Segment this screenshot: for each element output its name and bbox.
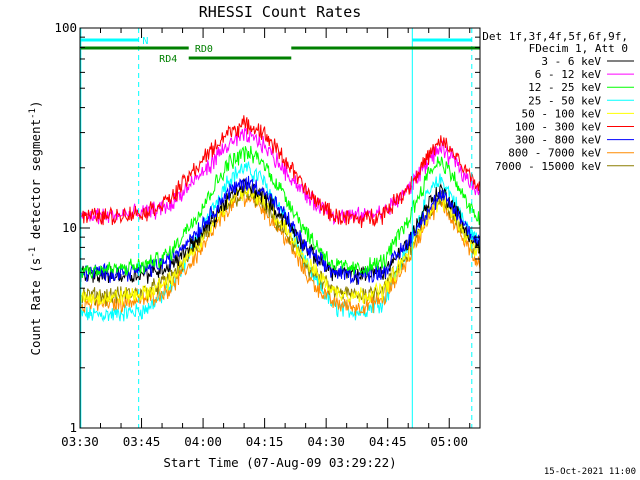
legend-header-line: FDecim 1, Att 0 xyxy=(529,42,628,55)
y-axis-label-exponent: -1 xyxy=(28,108,38,119)
x-tick-label: 03:45 xyxy=(123,434,161,449)
x-axis-ticks: 03:30 03:45 04:00 04:15 04:30 04:45 05:00 xyxy=(61,28,471,449)
series-line xyxy=(79,185,481,307)
series-layer xyxy=(79,115,481,323)
state-label: RD4 xyxy=(159,54,177,65)
series-line xyxy=(79,145,481,280)
legend-entry-label: 800 - 7000 keV xyxy=(508,147,601,160)
series-line xyxy=(79,183,481,306)
series-line xyxy=(79,175,481,285)
legend-entry-label: 3 - 6 keV xyxy=(541,55,601,68)
y-tick-label: 1 xyxy=(69,420,77,435)
state-label: RD0 xyxy=(195,44,213,55)
series-line xyxy=(79,127,481,226)
legend-header-line: Det 1f,3f,4f,5f,6f,9f, xyxy=(482,30,628,43)
x-tick-label: 04:15 xyxy=(246,434,284,449)
x-tick-label: 04:30 xyxy=(307,434,345,449)
legend-entry-label: 7000 - 15000 keV xyxy=(495,160,601,173)
y-axis-label: Count Rate (s-1 detector segment-1) xyxy=(28,101,43,356)
x-tick-label: 04:00 xyxy=(184,434,222,449)
legend-entry-label: 12 - 25 keV xyxy=(528,81,601,94)
legend-entry-label: 100 - 300 keV xyxy=(515,121,601,134)
state-label: N xyxy=(142,36,148,47)
y-tick-label: 10 xyxy=(62,220,77,235)
legend-entry-label: 300 - 800 keV xyxy=(515,134,601,147)
x-tick-label: 04:45 xyxy=(369,434,407,449)
legend-entry-label: 50 - 100 keV xyxy=(522,107,602,120)
chart-title: RHESSI Count Rates xyxy=(199,3,362,21)
legend-entry-label: 25 - 50 keV xyxy=(528,94,601,107)
series-line xyxy=(79,115,481,229)
x-tick-label: 05:00 xyxy=(430,434,468,449)
x-tick-label: 03:30 xyxy=(61,434,99,449)
y-axis-label-part: detector segment xyxy=(28,119,43,247)
y-axis-label-part: Count Rate (s xyxy=(28,258,43,356)
y-axis-ticks: 1 10 100 xyxy=(54,20,480,435)
y-tick-label: 100 xyxy=(54,20,77,35)
y-axis-label-part: ) xyxy=(28,101,43,109)
state-annotations: N RD0 RD4 xyxy=(80,36,480,65)
x-axis-label: Start Time (07-Aug-09 03:29:22) xyxy=(163,455,396,470)
legend-entry-label: 6 - 12 keV xyxy=(535,68,602,81)
y-axis-label-exponent: -1 xyxy=(28,247,38,258)
generation-timestamp: 15-Oct-2021 11:00 xyxy=(544,467,636,477)
legend: Det 1f,3f,4f,5f,6f,9f, FDecim 1, Att 0 3… xyxy=(482,30,634,173)
